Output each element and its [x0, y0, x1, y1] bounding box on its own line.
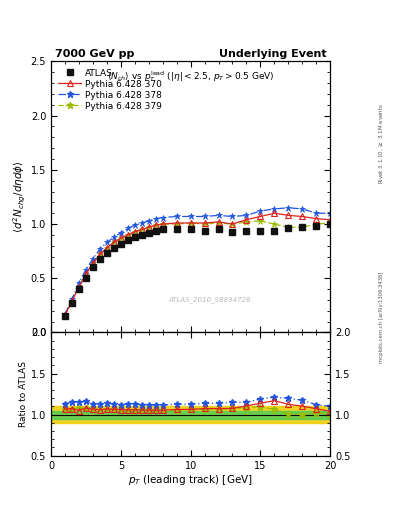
Text: ATLAS_2010_S8894728: ATLAS_2010_S8894728	[169, 296, 252, 303]
Legend: ATLAS, Pythia 6.428 370, Pythia 6.428 378, Pythia 6.428 379: ATLAS, Pythia 6.428 370, Pythia 6.428 37…	[55, 66, 165, 113]
Text: Rivet 3.1.10, $\geq$ 3.1M events: Rivet 3.1.10, $\geq$ 3.1M events	[377, 103, 385, 184]
Y-axis label: Ratio to ATLAS: Ratio to ATLAS	[19, 361, 28, 427]
Bar	[51, 411, 330, 419]
Text: $\langle N_{ch}\rangle$ vs $p_T^{\rm lead}$ ($|\eta| < 2.5$, $p_T > 0.5$ GeV): $\langle N_{ch}\rangle$ vs $p_T^{\rm lea…	[107, 70, 274, 84]
Y-axis label: $\langle d^2 N_{chg}/d\eta d\phi\rangle$: $\langle d^2 N_{chg}/d\eta d\phi\rangle$	[12, 161, 28, 233]
Bar	[51, 407, 330, 423]
Text: mcplots.cern.ch [arXiv:1306.3436]: mcplots.cern.ch [arXiv:1306.3436]	[379, 272, 384, 363]
Text: 7000 GeV pp: 7000 GeV pp	[55, 49, 134, 59]
X-axis label: $p_T$ (leading track) [GeV]: $p_T$ (leading track) [GeV]	[128, 473, 253, 487]
Text: Underlying Event: Underlying Event	[219, 49, 326, 59]
